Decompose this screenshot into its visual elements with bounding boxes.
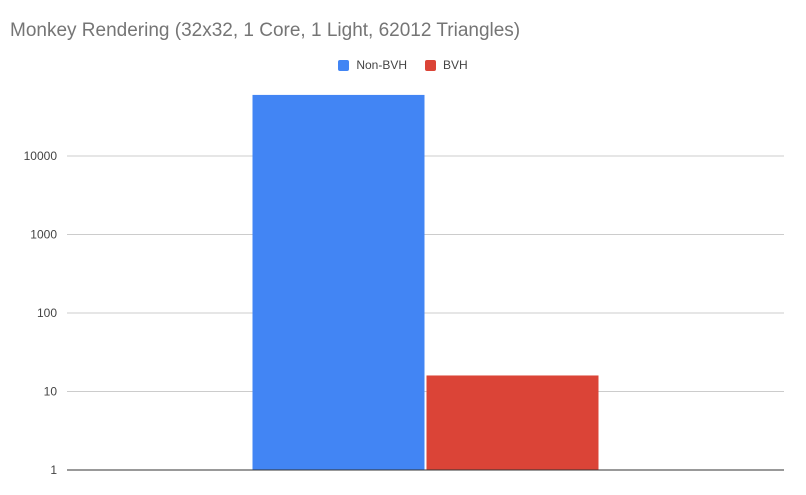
legend-label-bvh: BVH — [443, 58, 468, 72]
bar-non-bvh — [252, 94, 425, 470]
gridlines — [67, 155, 784, 392]
chart-title: Monkey Rendering (32x32, 1 Core, 1 Light… — [10, 20, 521, 41]
legend-item-non-bvh: Non-BVH — [338, 58, 407, 72]
y-tick-label: 10000 — [24, 149, 58, 163]
y-tick-label: 1000 — [30, 228, 57, 242]
legend-item-bvh: BVH — [425, 58, 468, 72]
y-tick-label: 100 — [37, 306, 57, 320]
bar-bvh — [426, 375, 599, 470]
legend-swatch-non-bvh — [338, 59, 350, 71]
y-tick-label: 1 — [50, 463, 57, 477]
legend-label-non-bvh: Non-BVH — [356, 58, 407, 72]
legend: Non-BVH BVH — [0, 58, 806, 72]
legend-swatch-bvh — [425, 59, 436, 71]
bars — [252, 94, 599, 470]
y-tick-label: 10 — [44, 385, 58, 399]
y-axis-ticks: 1 10 100 1000 10000 — [24, 149, 58, 477]
